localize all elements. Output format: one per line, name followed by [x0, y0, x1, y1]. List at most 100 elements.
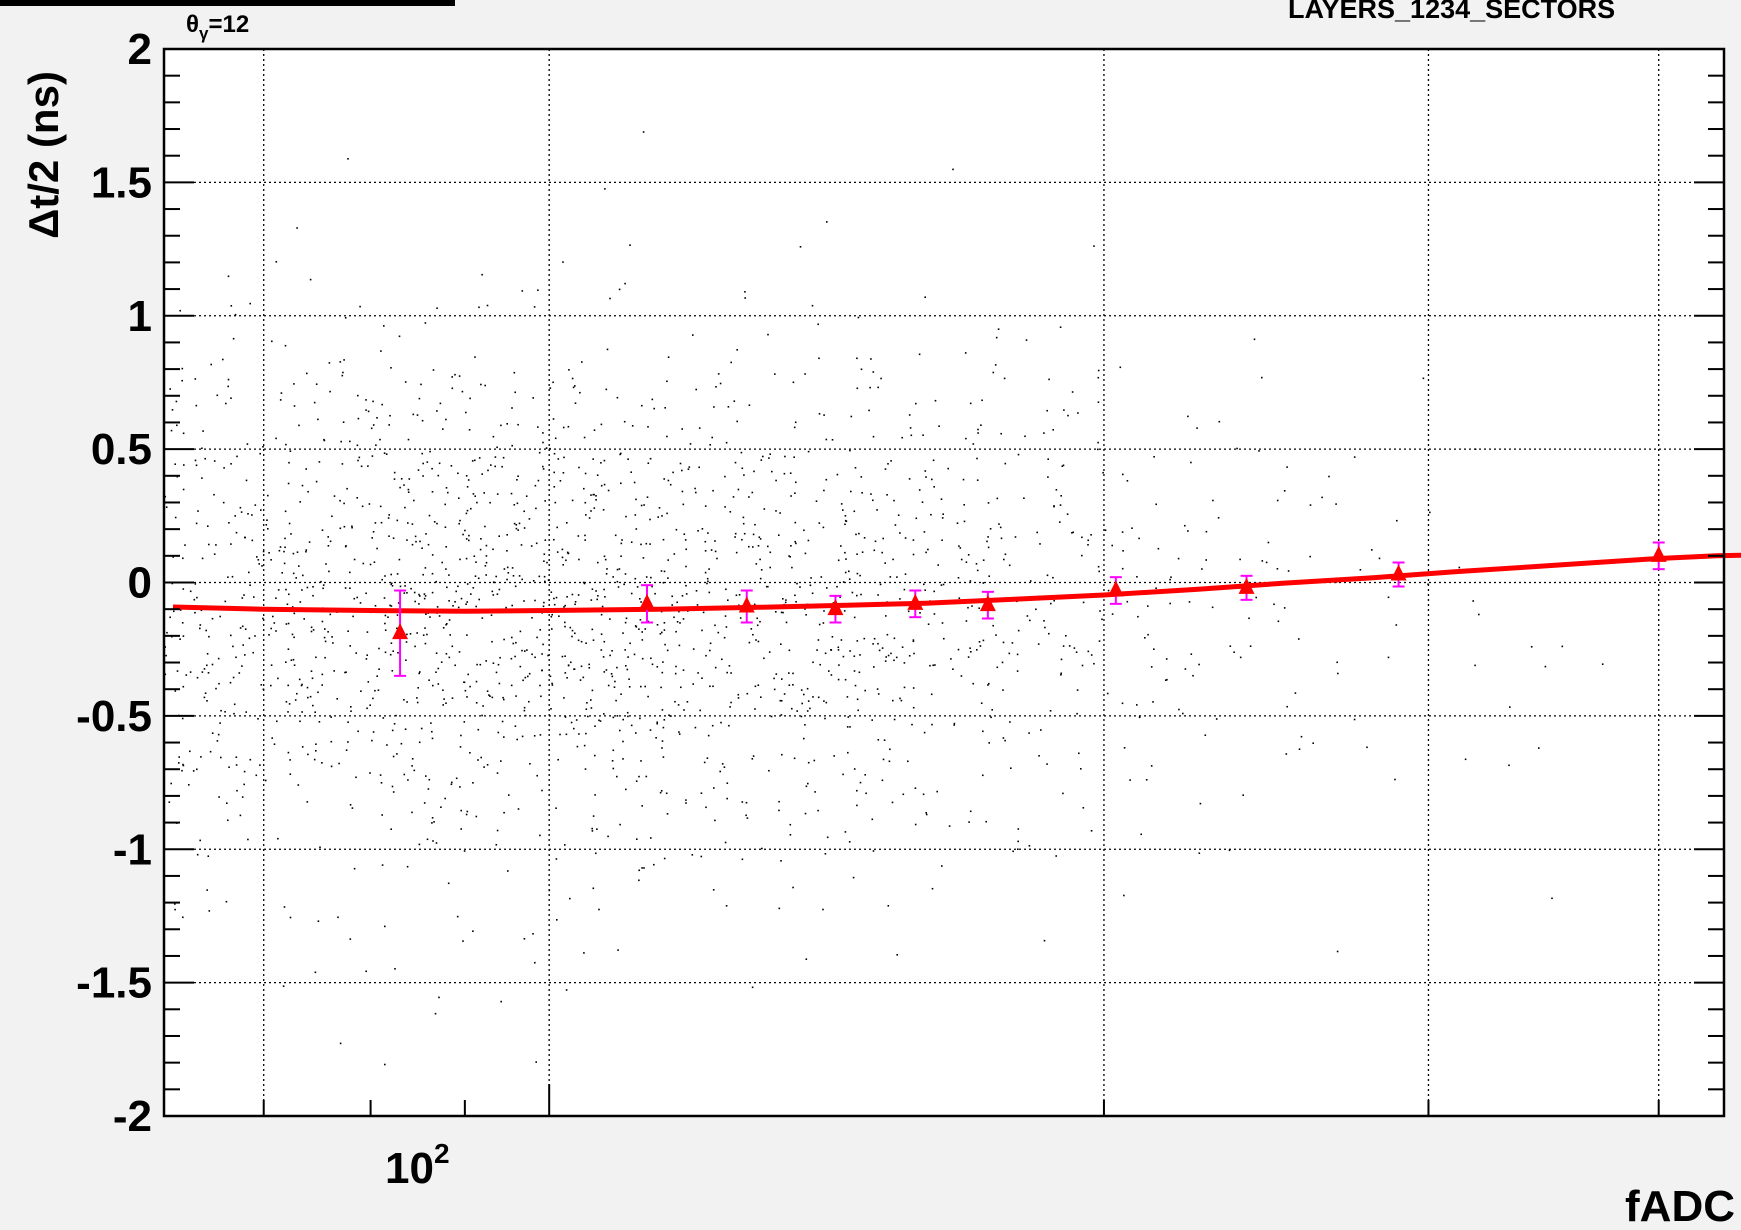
scatter-point [662, 756, 665, 758]
scatter-point [897, 514, 900, 516]
scatter-point [350, 710, 352, 712]
scatter-point [472, 782, 474, 784]
scatter-point [396, 614, 399, 616]
scatter-point [665, 792, 668, 795]
scatter-point [748, 641, 751, 644]
scatter-point [893, 499, 895, 502]
scatter-point [704, 571, 707, 574]
scatter-point [647, 620, 650, 623]
scatter-point [495, 575, 497, 578]
scatter-point [725, 588, 727, 591]
scatter-point [858, 671, 861, 674]
scatter-point [183, 464, 185, 466]
scatter-point [200, 756, 202, 758]
scatter-point [310, 670, 313, 672]
scatter-point [210, 363, 212, 366]
scatter-point [379, 774, 382, 776]
scatter-point [549, 675, 552, 678]
scatter-point [711, 436, 713, 439]
scatter-point [592, 639, 595, 641]
scatter-point [666, 380, 668, 383]
scatter-point [404, 381, 407, 383]
scatter-point [543, 575, 546, 578]
scatter-point [407, 438, 410, 441]
scatter-point [572, 386, 575, 389]
scatter-point [720, 721, 722, 724]
scatter-point [903, 686, 906, 689]
scatter-point [574, 402, 577, 404]
scatter-point [659, 791, 662, 794]
title-box-edge [0, 0, 455, 6]
scatter-point [330, 716, 332, 718]
scatter-point [538, 451, 541, 454]
scatter-point [267, 494, 269, 497]
scatter-point [521, 649, 523, 652]
scatter-point [528, 518, 531, 520]
scatter-point [612, 749, 615, 752]
scatter-point [895, 656, 898, 659]
scatter-point [626, 668, 629, 671]
scatter-point [1255, 596, 1257, 599]
scatter-point [249, 584, 251, 586]
scatter-point [373, 561, 376, 563]
scatter-point [807, 450, 810, 453]
scatter-point [700, 792, 703, 794]
scatter-point [553, 486, 556, 488]
scatter-point [811, 304, 814, 307]
scatter-point [551, 684, 554, 686]
scatter-point [1276, 499, 1279, 502]
scatter-point [748, 496, 750, 498]
scatter-point [843, 610, 846, 612]
scatter-point [885, 615, 887, 617]
scatter-point [788, 649, 791, 652]
scatter-point [349, 440, 351, 443]
scatter-point [651, 585, 653, 588]
scatter-point [1090, 654, 1093, 656]
scatter-point [1067, 414, 1069, 417]
scatter-point [513, 522, 516, 525]
scatter-point [664, 643, 666, 646]
scatter-point [301, 484, 304, 487]
scatter-point [357, 394, 359, 397]
scatter-point [818, 357, 820, 360]
scatter-point [1029, 619, 1031, 622]
scatter-point [527, 675, 529, 678]
scatter-point [773, 677, 775, 680]
scatter-point [1073, 647, 1076, 649]
scatter-point [1474, 448, 1477, 450]
scatter-point [730, 701, 732, 704]
scatter-point [756, 617, 758, 620]
data-point [1390, 564, 1407, 581]
scatter-point [662, 538, 665, 541]
scatter-point [260, 509, 262, 511]
scatter-point [748, 404, 751, 406]
scatter-point [783, 693, 786, 695]
scatter-point [506, 550, 508, 552]
scatter-point [626, 711, 629, 714]
scatter-point [351, 525, 353, 528]
scatter-point [872, 499, 874, 502]
scatter-point [1205, 559, 1207, 561]
scatter-point [793, 456, 795, 458]
scatter-point [791, 707, 793, 710]
scatter-point [365, 658, 368, 660]
scatter-point [411, 543, 414, 546]
scatter-point [301, 589, 303, 591]
scatter-point [1378, 557, 1381, 560]
scatter-point [404, 585, 406, 587]
scatter-point [640, 760, 642, 762]
scatter-point [751, 758, 754, 760]
scatter-point [645, 576, 648, 578]
scatter-point [566, 596, 568, 598]
scatter-point [744, 291, 746, 293]
scatter-point [389, 604, 391, 607]
scatter-point [494, 456, 497, 458]
scatter-point [182, 763, 184, 766]
scatter-point [923, 531, 926, 533]
scatter-point [508, 794, 510, 796]
scatter-point [622, 740, 624, 743]
scatter-point [752, 755, 755, 757]
scatter-point [442, 704, 444, 706]
scatter-point [390, 583, 392, 586]
scatter-point [737, 488, 740, 491]
